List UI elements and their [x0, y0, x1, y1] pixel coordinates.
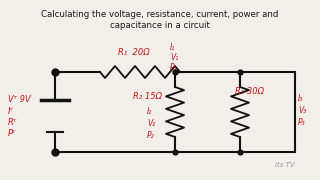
Text: its TV: its TV: [276, 162, 295, 168]
Text: R₃ 30Ω: R₃ 30Ω: [235, 87, 264, 96]
Text: V₁: V₁: [170, 53, 178, 62]
Text: Pᵀ: Pᵀ: [8, 129, 16, 138]
Text: I₂: I₂: [147, 107, 152, 116]
Text: R₂ 15Ω: R₂ 15Ω: [133, 92, 162, 101]
Text: Iᵀ: Iᵀ: [8, 107, 14, 116]
Text: R₁  20Ω: R₁ 20Ω: [118, 48, 150, 57]
Text: Calculating the voltage, resistance, current, power and: Calculating the voltage, resistance, cur…: [41, 10, 279, 19]
Text: P₁: P₁: [170, 63, 178, 72]
Text: capacitance in a circuit: capacitance in a circuit: [110, 21, 210, 30]
Text: I₁: I₁: [170, 43, 175, 52]
Text: I₃: I₃: [298, 94, 303, 103]
Text: V₂: V₂: [147, 119, 155, 128]
Text: V₃: V₃: [298, 106, 306, 115]
Text: Vᵀ 9V: Vᵀ 9V: [8, 95, 31, 104]
Text: P₃: P₃: [298, 118, 306, 127]
Text: Rᵀ: Rᵀ: [8, 118, 17, 127]
Text: P₂: P₂: [147, 131, 155, 140]
